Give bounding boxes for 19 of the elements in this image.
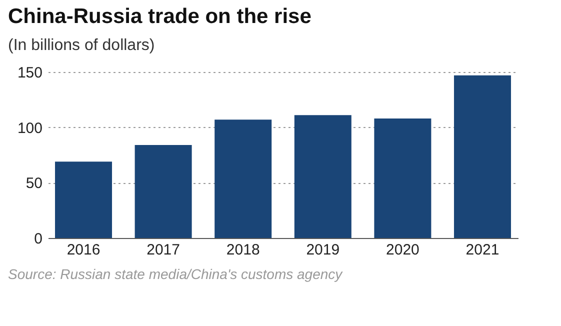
bar xyxy=(454,75,511,238)
bar xyxy=(55,162,112,238)
chart-subtitle: (In billions of dollars) xyxy=(8,37,155,54)
x-tick-label: 2018 xyxy=(226,242,260,258)
y-tick-label: 50 xyxy=(26,175,42,192)
bar xyxy=(374,118,432,238)
y-tick-label: 150 xyxy=(17,64,42,82)
x-tick-label: 2020 xyxy=(386,242,420,258)
x-tick-label: 2016 xyxy=(66,242,100,258)
x-tick-label: 2021 xyxy=(466,242,500,258)
bar xyxy=(294,115,352,238)
x-tick-label: 2017 xyxy=(146,242,180,258)
bar xyxy=(134,145,192,238)
x-tick-label: 2019 xyxy=(306,242,340,258)
y-tick-label: 100 xyxy=(17,120,42,137)
chart-title: China-Russia trade on the rise xyxy=(8,5,312,28)
bar xyxy=(214,120,272,238)
source-note: Source: Russian state media/China's customs agency xyxy=(8,266,344,282)
y-tick-label: 0 xyxy=(34,230,42,248)
